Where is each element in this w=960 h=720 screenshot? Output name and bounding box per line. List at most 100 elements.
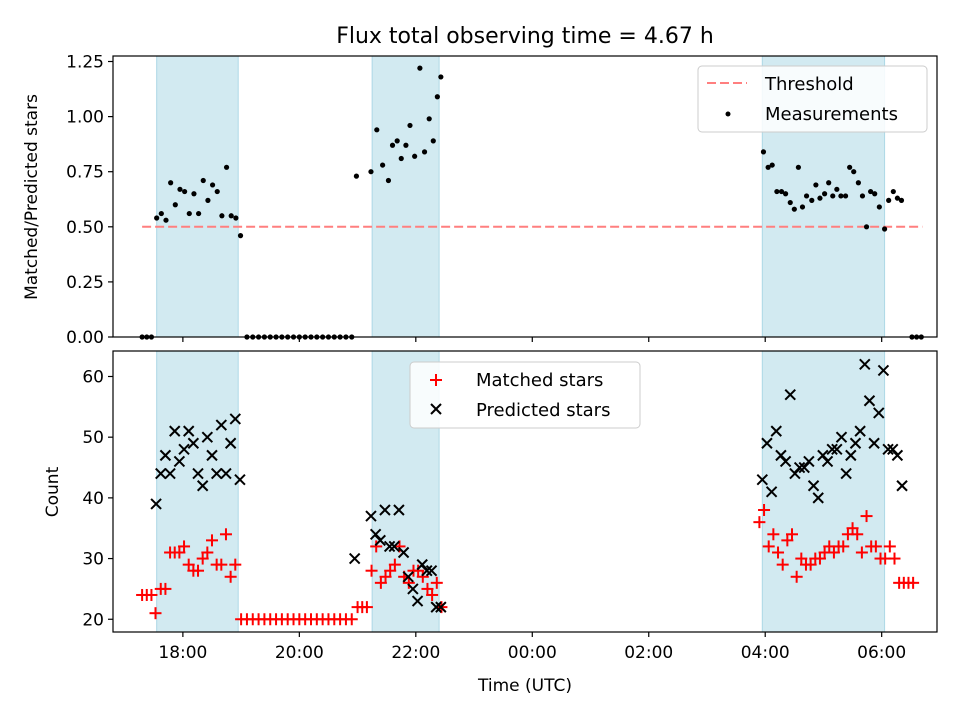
predicted-star-point (397, 546, 410, 559)
predicted-star-point (173, 455, 186, 468)
predicted-star-point (425, 564, 438, 577)
matched-star-point (149, 607, 162, 620)
predicted-star-point (379, 504, 391, 516)
measurement-point (842, 193, 849, 199)
matched-star-point (416, 570, 429, 583)
measurement-point (172, 202, 178, 208)
bottom-legend-box (409, 361, 641, 429)
predicted-star-point (891, 449, 904, 462)
measurement-point (205, 197, 211, 203)
predicted-star-point (835, 431, 848, 443)
measurement-point (368, 169, 374, 175)
bottom-axes-frame (112, 350, 938, 633)
matched-star-point (837, 540, 850, 553)
matched-star-point (224, 570, 237, 583)
matched-star-point (869, 540, 882, 553)
measurement-point (430, 138, 436, 144)
matched-star-point (421, 582, 434, 595)
top-y-tick-label: 1.25 (66, 53, 104, 73)
predicted-star-point (812, 492, 824, 504)
measurement-point (237, 233, 244, 239)
predicted-star-point (873, 407, 885, 419)
measurement-point (868, 188, 874, 195)
predicted-star-point (821, 455, 834, 468)
bottom-y-axis-label: Count (43, 466, 63, 517)
matched-star-point (345, 613, 358, 626)
measurement-point (822, 191, 828, 197)
matched-star-point (145, 588, 158, 601)
bottom-legend: Matched stars Predicted stars (409, 361, 641, 429)
bottom-x-ticks: 18:00 20:00 22:00 00:00 02:00 04:00 06:00 (158, 632, 906, 663)
figure-title: Flux total observing time = 4.67 h (336, 24, 714, 49)
top-shaded-span (371, 55, 440, 338)
measurement-point (200, 177, 206, 184)
matched-star-point (851, 528, 864, 541)
legend-matched-swatch (430, 374, 442, 386)
measurement-point (233, 215, 239, 221)
matched-star-point (785, 528, 798, 541)
predicted-star-point (882, 443, 894, 456)
measurement-point (872, 191, 878, 197)
predicted-star-point (761, 437, 773, 449)
bottom-shaded-span (761, 350, 886, 633)
matched-star-point (192, 564, 205, 577)
matched-star-point (196, 552, 209, 565)
predicted-star-point (435, 601, 447, 613)
measurement-points (139, 65, 924, 340)
predicted-star-point (430, 601, 442, 613)
matched-star-point (855, 546, 868, 559)
measurement-point (765, 164, 771, 170)
measurement-point (826, 180, 832, 186)
measurement-point (769, 162, 775, 168)
matched-star-point (360, 601, 373, 614)
measurement-point (196, 210, 202, 217)
matched-star-points (136, 504, 920, 626)
predicted-star-point (164, 467, 176, 480)
legend-threshold-label: Threshold (764, 74, 854, 95)
predicted-star-point (365, 510, 377, 522)
measurement-point (760, 149, 767, 155)
top-legend-box (697, 65, 928, 133)
predicted-star-point (182, 425, 195, 437)
predicted-star-point (807, 480, 820, 492)
predicted-star-point (756, 473, 769, 486)
measurement-point (177, 186, 183, 192)
top-y-tick-label: 0.00 (66, 328, 104, 348)
matched-star-point (201, 546, 214, 559)
bottom-y-tick-label: 60 (82, 367, 104, 387)
legend-measurement-label: Measurements (765, 104, 898, 125)
measurement-point (847, 164, 853, 170)
matched-star-point (772, 546, 785, 559)
legend-matched-label: Matched stars (476, 370, 603, 391)
predicted-star-point (374, 534, 386, 547)
bottom-panel: 20 30 40 50 60 18:00 20:00 22:00 00:00 02:00 04:0… (43, 350, 938, 696)
top-y-tick-label: 0.75 (66, 163, 104, 183)
predicted-star-point (206, 449, 218, 462)
matched-star-point (426, 588, 439, 601)
measurement-point (412, 153, 418, 159)
matched-star-point (883, 540, 896, 553)
predicted-star-point (187, 437, 200, 449)
measurement-point (834, 186, 840, 192)
matched-star-point (173, 546, 186, 559)
matched-star-point (412, 564, 425, 577)
predicted-star-point (421, 564, 433, 577)
predicted-star-point (393, 504, 405, 516)
measurement-point (799, 204, 806, 210)
predicted-star-point (826, 443, 838, 456)
predicted-star-point (407, 583, 419, 595)
top-y-ticks: 0.00 0.25 0.50 0.75 1.00 1.25 (66, 53, 113, 348)
measurement-point (809, 197, 815, 203)
predicted-star-point (234, 473, 246, 486)
measurement-point (830, 193, 836, 199)
top-y-tick-label: 0.25 (66, 273, 104, 293)
predicted-star-point (383, 540, 396, 553)
measurement-point (863, 224, 870, 230)
measurement-point (209, 182, 216, 188)
measurement-point (898, 197, 905, 203)
predicted-star-point (854, 425, 866, 437)
top-legend: Threshold Measurements (697, 65, 928, 133)
measurement-point (186, 210, 192, 217)
predicted-star-point (840, 467, 852, 480)
